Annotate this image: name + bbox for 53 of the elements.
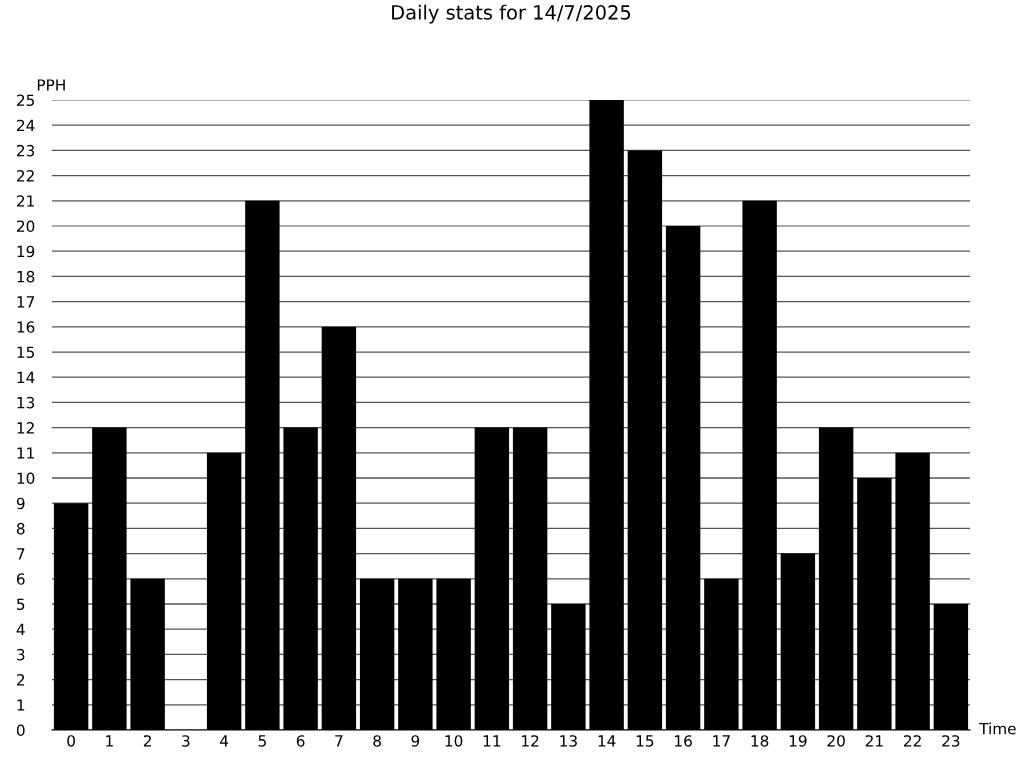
y-tick-label: 14 [17,371,35,383]
x-tick-label: 20 [827,735,845,747]
y-tick-label: 0 [16,724,25,737]
y-tick-label: 8 [16,522,25,535]
x-tick-label: 16 [675,735,692,747]
x-axis-title: Time [979,722,1016,735]
x-tick-label: 1 [106,735,113,747]
y-tick-label: 3 [17,648,25,661]
y-tick-label: 24 [17,119,35,131]
x-tick-label: 0 [67,735,75,747]
y-tick-label: 5 [17,598,25,611]
x-tick-label: 23 [942,735,960,747]
y-tick-label: 1 [17,699,25,711]
x-tick-label: 15 [636,735,654,747]
y-tick-label: 10 [17,472,35,485]
y-tick-label: 25 [17,94,34,107]
x-tick-label: 4 [220,735,229,747]
y-tick-label: 23 [17,144,35,157]
x-tick-label: 14 [598,735,616,747]
y-tick-label: 21 [17,195,34,207]
x-tick-label: 8 [373,735,381,747]
y-tick-label: 11 [17,447,34,459]
y-tick-label: 9 [16,497,25,510]
x-tick-label: 13 [560,735,577,747]
x-tick-label: 22 [904,735,921,747]
y-tick-label: 2 [17,674,25,686]
x-tick-label: 10 [445,735,463,747]
x-tick-label: 5 [258,735,266,747]
x-tick-label: 2 [143,735,151,747]
y-tick-label: 22 [17,170,34,182]
y-tick-label: 17 [17,296,35,308]
chart-title: Daily stats for 14/7/2025 [392,4,631,24]
x-tick-label: 7 [335,735,343,747]
x-tick-label: 17 [713,735,730,747]
y-tick-label: 12 [17,422,34,434]
y-tick-label: 16 [17,321,35,333]
y-tick-label: 6 [16,573,25,585]
y-tick-label: 19 [17,245,35,258]
y-tick-label: 7 [17,548,25,560]
x-tick-label: 6 [296,735,305,747]
x-tick-label: 11 [483,735,501,747]
y-tick-label: 4 [16,623,25,635]
y-tick-label: 18 [17,270,35,283]
x-tick-label: 18 [751,735,769,747]
x-tick-label: 21 [865,735,883,747]
y-axis-title: PPH [37,79,65,91]
x-tick-label: 12 [522,735,539,747]
y-tick-label: 20 [17,220,35,233]
y-tick-label: 13 [17,396,35,409]
x-tick-label: 3 [182,735,190,747]
x-tick-label: 9 [411,735,420,747]
y-tick-label: 15 [17,346,34,359]
x-tick-label: 19 [789,735,807,747]
